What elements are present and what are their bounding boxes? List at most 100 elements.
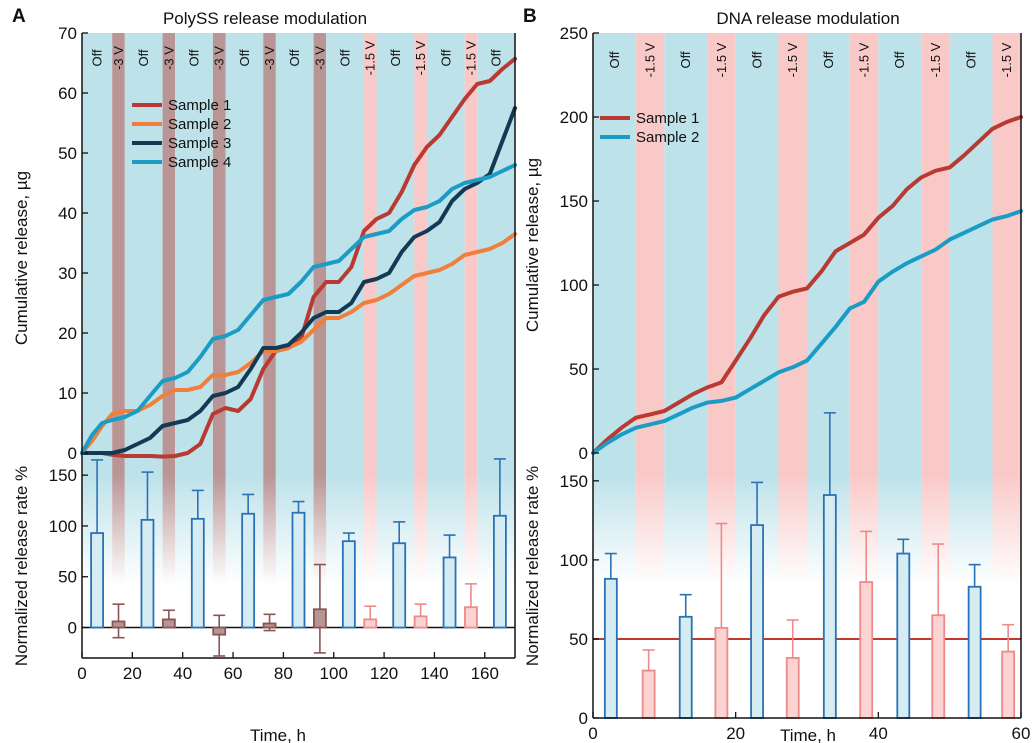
band-on3	[212, 33, 226, 475]
band-on15	[363, 33, 377, 475]
band-fade-on15	[778, 475, 807, 585]
bar	[190, 517, 205, 629]
band-label: -3 V	[312, 46, 327, 70]
bar	[750, 524, 764, 719]
y-tick-label: 200	[560, 108, 588, 127]
band-off	[82, 33, 113, 475]
band-off	[225, 33, 264, 475]
x-tick-label: 60	[1012, 724, 1031, 743]
series-line	[80, 163, 517, 455]
band-label: -3 V	[161, 46, 176, 70]
legend-label: Sample 1	[636, 110, 699, 127]
band-fade-on3	[263, 475, 276, 585]
band-label: Off	[187, 49, 202, 66]
bar	[341, 540, 356, 629]
y-tick-label: 100	[560, 551, 588, 570]
panel-a-legend: Sample 1 Sample 2 Sample 3 Sample 4	[132, 97, 231, 171]
band-label: Off	[678, 51, 693, 68]
panel-a-ylabel-bottom: Normalized release rate %	[12, 466, 31, 666]
bar	[90, 532, 105, 629]
bar	[442, 556, 457, 629]
band-fade-on15	[414, 475, 427, 585]
bar	[641, 669, 656, 719]
panel-a-letter: A	[12, 6, 26, 27]
band-fade-on15	[921, 475, 950, 585]
band-off	[376, 33, 415, 475]
band-label: Off	[964, 51, 979, 68]
band-label: Off	[338, 49, 353, 66]
y-tick-label: 0	[68, 444, 77, 463]
band-fade-on3	[162, 475, 176, 585]
series-line	[591, 115, 1023, 455]
panel-b-series	[591, 115, 1023, 455]
panel-b-ylabel-top: Cumulative release, µg	[523, 158, 542, 332]
bar	[262, 622, 277, 629]
band-label: Off	[90, 49, 105, 66]
band-on15	[778, 33, 807, 475]
bar	[161, 618, 176, 629]
band-off	[477, 33, 515, 475]
band-fade-on3	[313, 475, 327, 585]
band-fade-off	[593, 475, 636, 585]
bar	[603, 577, 618, 719]
band-fade-on15	[635, 475, 665, 585]
band-off	[735, 33, 779, 475]
bar	[1001, 650, 1016, 719]
legend-label: Sample 1	[168, 97, 231, 114]
band-label: Off	[489, 49, 504, 66]
bar	[392, 542, 407, 629]
bar	[212, 626, 227, 636]
band-label: Off	[821, 51, 836, 68]
y-tick-label: 150	[49, 466, 77, 485]
x-tick-label: 120	[370, 664, 398, 683]
panel-b-title: DNA release modulation	[716, 9, 899, 28]
series-line	[80, 106, 517, 455]
band-fade-on3	[112, 475, 125, 585]
band-label: -1.5 V	[714, 42, 729, 77]
band-on15	[707, 33, 736, 475]
y-tick-label: 60	[58, 84, 77, 103]
band-off	[878, 33, 922, 475]
bar	[967, 585, 982, 719]
bar	[312, 608, 327, 629]
band-on15	[849, 33, 879, 475]
band-label: Off	[892, 51, 907, 68]
band-label: -1.5 V	[643, 42, 658, 77]
x-tick-label: 40	[173, 664, 192, 683]
band-label: Off	[750, 51, 765, 68]
y-tick-label: 0	[68, 619, 77, 638]
x-tick-label: 100	[320, 664, 348, 683]
series-line	[80, 232, 517, 455]
bar	[785, 657, 800, 719]
bar	[413, 615, 428, 629]
y-tick-label: 50	[569, 630, 588, 649]
y-tick-label: 50	[58, 568, 77, 587]
y-tick-label: 20	[58, 324, 77, 343]
bar	[714, 626, 729, 719]
band-label: -3 V	[111, 46, 126, 70]
bar	[111, 620, 126, 629]
bar	[896, 552, 911, 719]
panel-a-axes: 0 10 20 30 40 50 60 70 0 50 100 150 0 20 40 60 80 100 120 1…	[49, 24, 516, 683]
band-on15	[414, 33, 427, 475]
bar	[363, 618, 378, 629]
y-tick-label: 70	[58, 24, 77, 43]
y-tick-label: 150	[560, 192, 588, 211]
band-fade-on15	[464, 475, 478, 585]
bar	[822, 494, 837, 719]
y-tick-label: 0	[579, 444, 588, 463]
band-fade-on15	[992, 475, 1021, 585]
panel-b-letter: B	[523, 6, 537, 27]
band-off	[275, 33, 314, 475]
legend-label: Sample 2	[168, 116, 231, 133]
band-on15	[635, 33, 665, 475]
band-on3	[112, 33, 125, 475]
band-label: Off	[136, 49, 151, 66]
y-tick-label: 50	[569, 360, 588, 379]
band-fade-on15	[849, 475, 879, 585]
y-tick-label: 40	[58, 204, 77, 223]
panel-b-axes: 0 50 100 150 200 250 0 50 100 150 0 20 40 60	[560, 24, 1031, 743]
panel-b-xlabel: Time, h	[780, 726, 836, 743]
y-tick-label: 30	[58, 264, 77, 283]
